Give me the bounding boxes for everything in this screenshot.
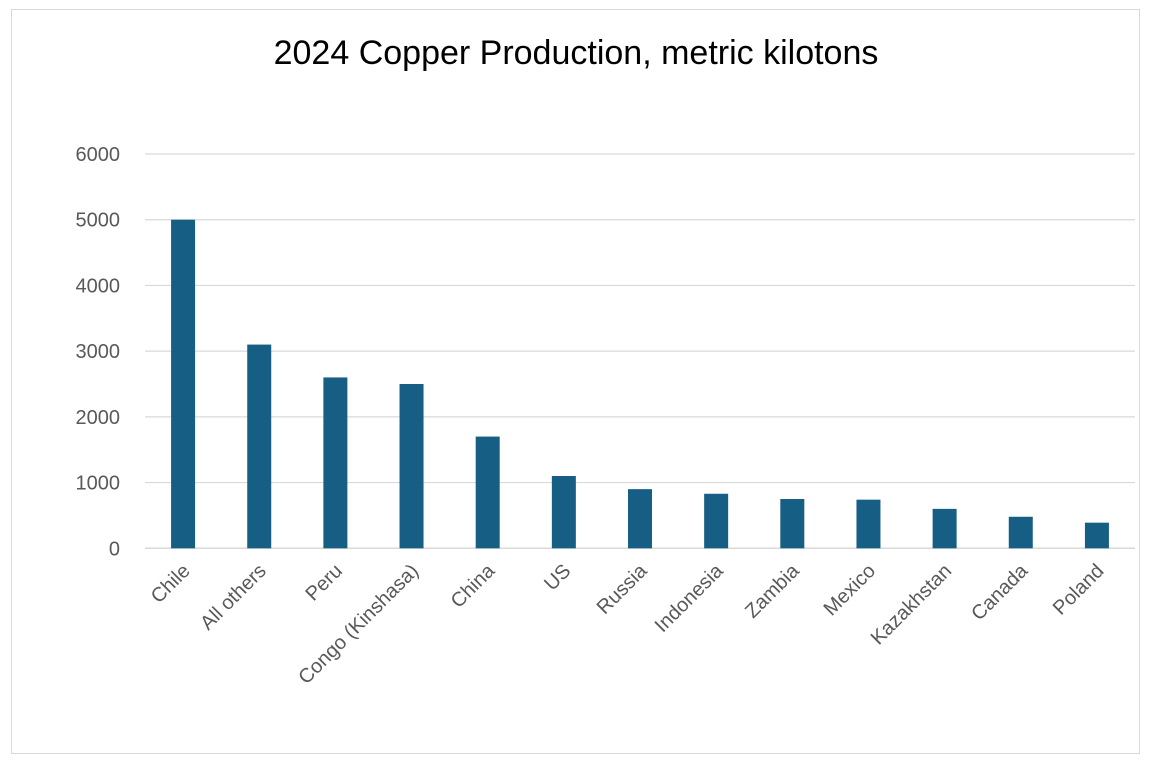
x-tick-label: Russia (593, 559, 652, 618)
bar-mexico (856, 499, 881, 549)
y-tick-label: 5000 (76, 210, 121, 232)
y-tick-label: 6000 (76, 144, 121, 166)
x-tick-label: Mexico (820, 560, 880, 620)
bar-poland (1084, 522, 1109, 549)
bar-kazakhstan (932, 508, 957, 549)
bar-indonesia (704, 493, 729, 549)
x-tick-label: Chile (147, 560, 195, 608)
bar-us (551, 476, 576, 549)
bar-russia (628, 489, 652, 549)
x-tick-label: US (540, 560, 575, 595)
chart-title: 2024 Copper Production, metric kilotons (273, 34, 879, 72)
x-tick-label: Kazakhstan (867, 560, 956, 649)
x-tick-label: Canada (967, 559, 1033, 625)
x-tick-label: All others (196, 560, 271, 635)
y-tick-label: 2000 (76, 407, 121, 429)
bar-all-others (247, 344, 272, 549)
bar-peru (323, 377, 348, 549)
bar-canada (1008, 516, 1033, 549)
y-tick-label: 4000 (76, 275, 121, 297)
y-tick-label: 1000 (76, 473, 121, 495)
bar-chile (171, 219, 196, 549)
bar-china (475, 436, 500, 549)
y-tick-label: 3000 (76, 341, 121, 363)
chart-area (11, 9, 1140, 754)
y-tick-label: 0 (109, 538, 120, 560)
bar-zambia (780, 499, 805, 549)
x-tick-label: Zambia (741, 559, 804, 622)
x-tick-label: China (447, 559, 500, 612)
x-tick-label: Peru (301, 560, 346, 605)
bar-congo-kinshasa- (399, 384, 424, 549)
x-tick-label: Poland (1049, 560, 1109, 620)
x-tick-label: Indonesia (651, 559, 729, 637)
